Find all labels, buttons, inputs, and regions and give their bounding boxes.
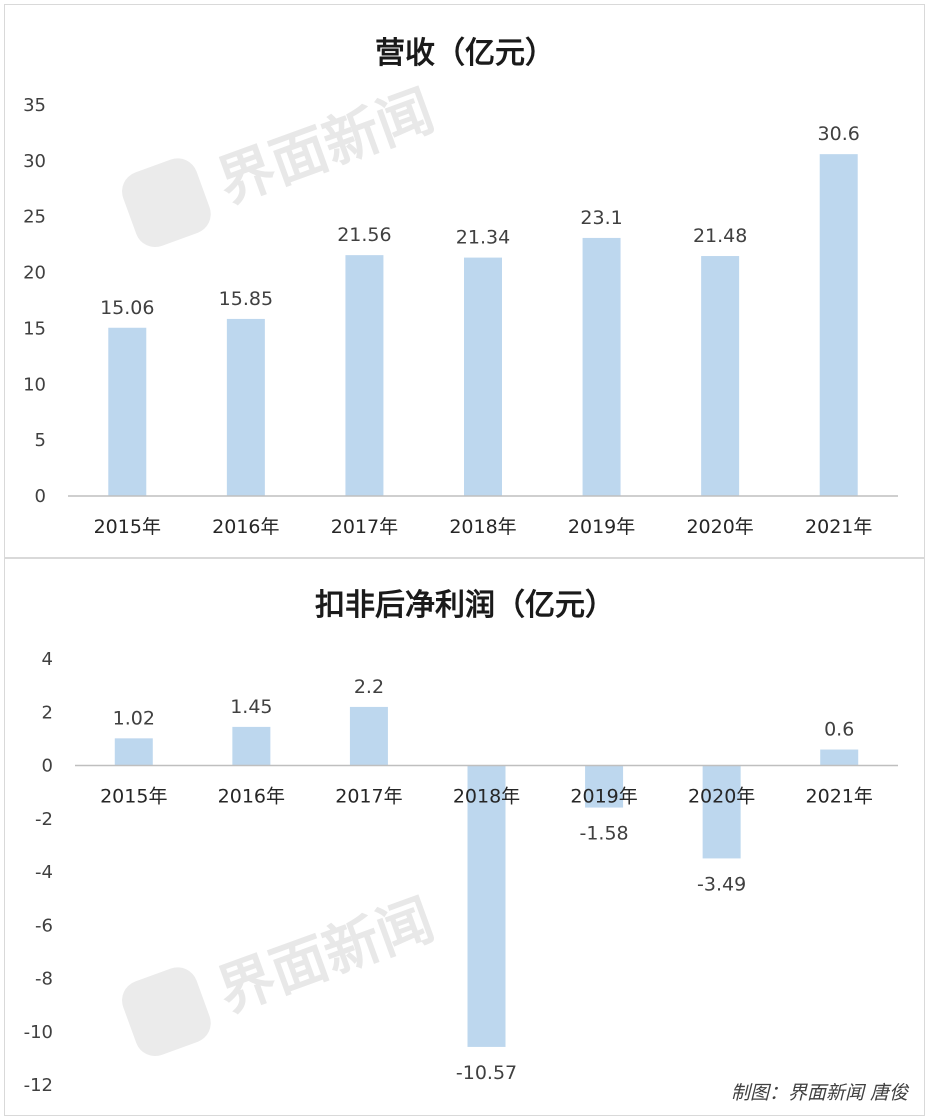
bar <box>702 765 741 859</box>
bar <box>226 318 265 496</box>
y-tick-label: 0 <box>35 486 46 507</box>
x-tick-label: 2017年 <box>331 516 398 538</box>
profit-chart: 界面新闻 扣非后净利润（亿元） 4 2 0 -2 -4 -6 -8 -10 -12 2015年 1.… <box>24 588 898 1096</box>
data-label: 0.6 <box>824 719 854 741</box>
y-tick-label: 35 <box>23 95 46 116</box>
y-tick-label: -10 <box>24 1022 53 1043</box>
watermark: 界面新闻 <box>122 78 443 248</box>
bar <box>582 237 621 496</box>
bar <box>819 154 858 496</box>
data-label: 30.6 <box>818 123 860 145</box>
data-label: 21.48 <box>693 225 747 247</box>
revenue-chart: 界面新闻 营收（亿元） 0 5 10 15 20 25 30 35 2015年 15.06 2016… <box>23 36 898 538</box>
profit-chart-panel: 界面新闻 扣非后净利润（亿元） 4 2 0 -2 -4 -6 -8 -10 -12 2015年 1.… <box>4 558 925 1116</box>
x-tick-label: 2021年 <box>805 516 872 538</box>
y-tick-label: 30 <box>23 151 46 172</box>
chart-title: 营收（亿元） <box>375 36 555 71</box>
y-tick-label: 15 <box>23 318 46 339</box>
x-tick-label: 2020年 <box>686 516 753 538</box>
x-tick-label: 2018年 <box>449 516 516 538</box>
x-tick-label: 2019年 <box>568 516 635 538</box>
bar <box>820 749 859 766</box>
bar <box>464 257 502 496</box>
x-tick-label: 2020年 <box>688 786 755 808</box>
bar <box>701 256 740 496</box>
chart-title: 扣非后净利润（亿元） <box>315 588 615 623</box>
y-tick-label: 5 <box>35 430 46 451</box>
data-label: 15.85 <box>219 288 273 310</box>
data-label: -10.57 <box>456 1062 517 1084</box>
y-tick-label: -4 <box>35 862 53 883</box>
y-tick-label: -12 <box>24 1075 53 1096</box>
credit-text: 制图：界面新闻 唐俊 <box>730 1082 908 1104</box>
x-tick-label: 2016年 <box>218 786 285 808</box>
bar <box>232 726 271 766</box>
x-tick-label: 2015年 <box>94 516 161 538</box>
data-label: 21.56 <box>337 224 391 246</box>
x-tick-label: 2018年 <box>453 786 520 808</box>
bar <box>108 327 147 496</box>
x-tick-label: 2017年 <box>335 786 402 808</box>
bar <box>345 255 384 496</box>
data-label: 21.34 <box>456 227 510 249</box>
data-label: -1.58 <box>579 823 628 845</box>
y-tick-label: -2 <box>35 809 53 830</box>
bar <box>349 706 388 766</box>
bar <box>467 765 506 1047</box>
data-label: 2.2 <box>354 676 384 698</box>
x-tick-label: 2016年 <box>212 516 279 538</box>
y-tick-label: -8 <box>35 969 53 990</box>
watermark-text: 界面新闻 <box>210 887 443 1025</box>
y-tick-label: -6 <box>35 915 53 936</box>
x-tick-label: 2015年 <box>100 786 167 808</box>
data-label: 1.45 <box>230 696 272 718</box>
y-tick-label: 20 <box>23 263 46 284</box>
y-tick-label: 10 <box>23 374 46 395</box>
data-label: -3.49 <box>697 873 746 895</box>
bar <box>585 765 624 808</box>
revenue-chart-panel: 界面新闻 营收（亿元） 0 5 10 15 20 25 30 35 2015年 15.06 2016… <box>4 4 925 558</box>
watermark-logo <box>122 158 211 248</box>
y-tick-label: 25 <box>23 207 46 228</box>
bar <box>114 738 153 766</box>
data-label: 15.06 <box>100 297 154 319</box>
data-label: 23.1 <box>580 207 622 229</box>
y-tick-label: 4 <box>42 649 53 670</box>
data-label: 1.02 <box>113 707 155 729</box>
y-tick-label: 0 <box>42 756 53 777</box>
x-tick-label: 2021年 <box>806 786 873 808</box>
watermark: 界面新闻 <box>122 887 443 1057</box>
watermark-logo <box>122 967 211 1057</box>
watermark-text: 界面新闻 <box>210 78 443 216</box>
x-tick-label: 2019年 <box>570 786 637 808</box>
y-tick-label: 2 <box>42 702 53 723</box>
